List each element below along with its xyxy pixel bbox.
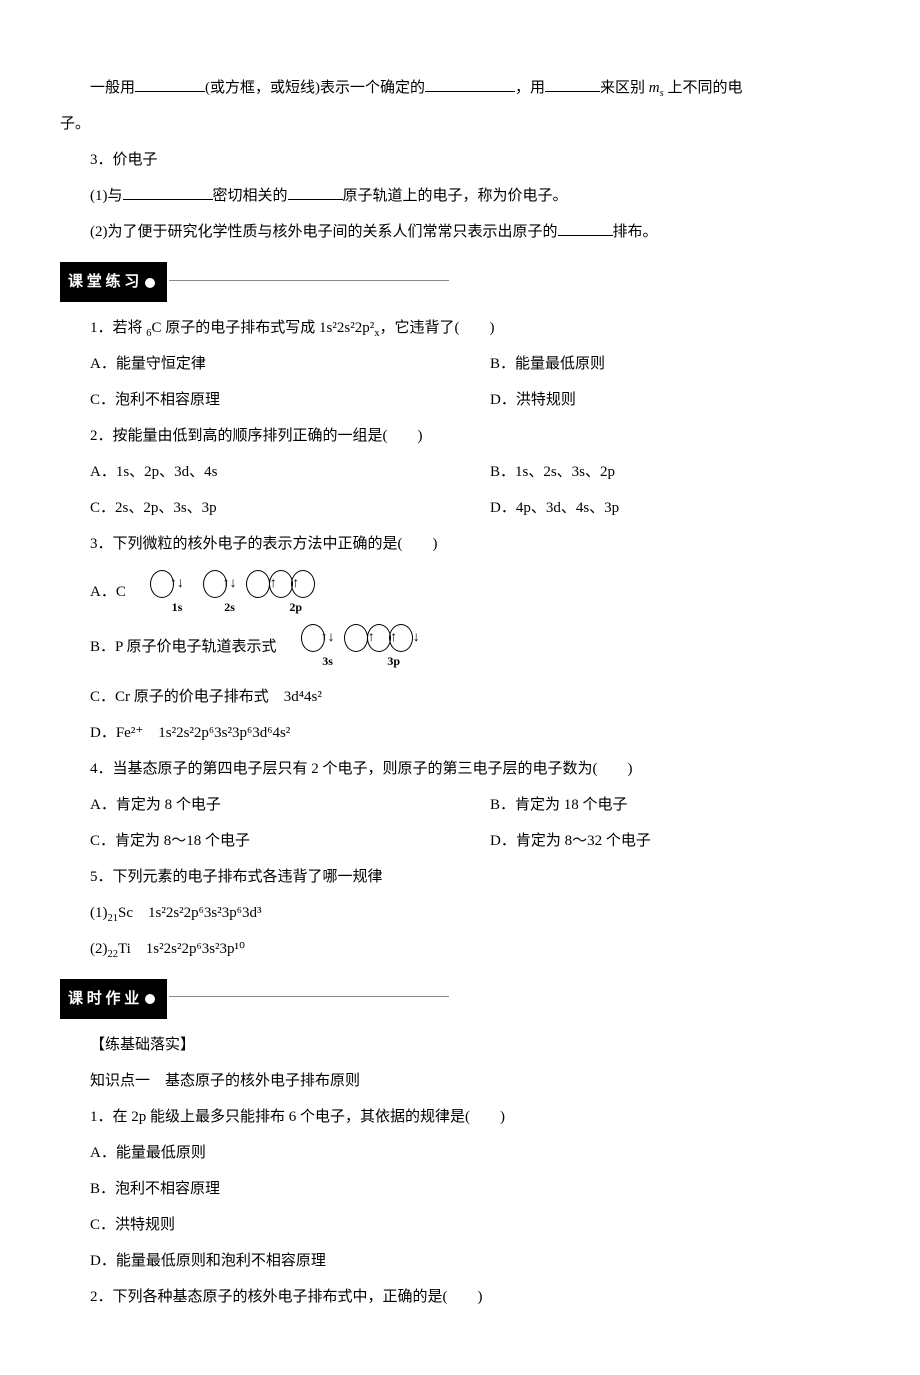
symbol-ms: ms [649, 80, 664, 96]
subscript: 21 [108, 913, 119, 924]
section-practice-header: 课 堂 练 习 [60, 250, 860, 310]
homework-q1-stem: 1．在 2p 能级上最多只能排布 6 个电子，其依据的规律是( ) [60, 1099, 860, 1135]
practice-q3-stem: 3．下列微粒的核外电子的表示方法中正确的是( ) [60, 526, 860, 562]
practice-q4-stem: 4．当基态原子的第四电子层只有 2 个电子，则原子的第三电子层的电子数为( ) [60, 751, 860, 787]
practice-q3-optA: A．C ↑↓ 1s ↑↓ 2s ↑ ↑ 2p [60, 570, 860, 614]
text: Sc 1s²2s²2p⁶3s²3p⁶3d³ [118, 905, 261, 921]
homework-q1-optB: B．泡利不相容原理 [60, 1171, 860, 1207]
text: (2)为了便于研究化学性质与核外电子间的关系人们常常只表示出原子的 [90, 224, 558, 240]
text: (1) [90, 905, 108, 921]
text: ，它违背了( ) [379, 320, 494, 336]
practice-q5-sub2: (2)22Ti 1s²2s²2p⁶3s²3p¹⁰ [60, 931, 860, 967]
option-a: A．肯定为 8 个电子 [60, 787, 460, 823]
text: (或方框，或短线)表示一个确定的 [205, 80, 425, 96]
subscript: 22 [108, 949, 119, 960]
homework-q1-optC: C．洪特规则 [60, 1207, 860, 1243]
blank [545, 75, 600, 93]
text: Ti 1s²2s²2p⁶3s²3p¹⁰ [118, 941, 245, 957]
text: (1)与 [90, 188, 123, 204]
orbital-label: 3s [292, 654, 333, 668]
blank [135, 75, 205, 93]
orbital: ↑ [269, 570, 293, 598]
orbital: ↑↓ [203, 570, 227, 598]
item3-sub2: (2)为了便于研究化学性质与核外电子间的关系人们常常只表示出原子的 排布。 [60, 214, 860, 250]
blank [288, 183, 343, 201]
orbital-label: 2s [194, 600, 235, 614]
practice-q4-options-row2: C．肯定为 8～18 个电子 D．肯定为 8～32 个电子 [60, 823, 860, 859]
section-title: 课 时 作 业 [68, 991, 139, 1007]
orbital: ↓ [389, 624, 413, 652]
text: 1．若将 [90, 320, 146, 336]
practice-q1-options-row2: C．泡利不相容原理 D．洪特规则 [60, 382, 860, 418]
practice-q3-optC: C．Cr 原子的价电子排布式 3d⁴4s² [60, 679, 860, 715]
homework-kp1-title: 知识点一 基态原子的核外电子排布原则 [60, 1063, 860, 1099]
text: (2) [90, 941, 108, 957]
text: 上不同的电 [667, 80, 742, 96]
text: 密切相关的 [213, 188, 288, 204]
text: 排布。 [613, 224, 658, 240]
circle-icon [145, 994, 155, 1004]
option-c: C．2s、2p、3s、3p [60, 490, 460, 526]
option-d: D．肯定为 8～32 个电子 [460, 823, 860, 859]
blank [558, 219, 613, 237]
orbital-label: 2p [259, 600, 302, 614]
option-d: D．洪特规则 [460, 382, 860, 418]
text: 来区别 [600, 80, 645, 96]
option-b: B．1s、2s、3s、2p [460, 454, 860, 490]
option-c: C．肯定为 8～18 个电子 [60, 823, 460, 859]
option-a: A．1s、2p、3d、4s [60, 454, 460, 490]
practice-q2-options-row1: A．1s、2p、3d、4s B．1s、2s、3s、2p [60, 454, 860, 490]
blank [425, 75, 515, 93]
practice-q2-options-row2: C．2s、2p、3s、3p D．4p、3d、4s、3p [60, 490, 860, 526]
option-a-label: A．C [90, 584, 126, 600]
divider-line [169, 996, 449, 997]
item3-sub1: (1)与 密切相关的 原子轨道上的电子，称为价电子。 [60, 178, 860, 214]
orbital: ↑↓ [301, 624, 325, 652]
practice-q3-optD: D．Fe²⁺ 1s²2s²2p⁶3s²3p⁶3d⁶4s² [60, 715, 860, 751]
circle-icon [145, 278, 155, 288]
practice-q3-optB: B．P 原子价电子轨道表示式 ↑↓ 3s ↑ ↑ ↓ 3p [60, 624, 860, 668]
orbital-label: 3p [357, 654, 400, 668]
homework-q1-optA: A．能量最低原则 [60, 1135, 860, 1171]
practice-q1-stem: 1．若将 6C 原子的电子排布式写成 1s²2s²2p²x，它违背了( ) [60, 310, 860, 346]
intro-line1: 一般用 (或方框，或短线)表示一个确定的 ，用 来区别 ms 上不同的电 [60, 70, 860, 106]
practice-q1-options-row1: A．能量守恒定律 B．能量最低原则 [60, 346, 860, 382]
practice-q5-stem: 5．下列元素的电子排布式各违背了哪一规律 [60, 859, 860, 895]
option-b-label: B．P 原子价电子轨道表示式 [90, 639, 277, 655]
homework-q2-stem: 2．下列各种基态原子的核外电子排布式中，正确的是( ) [60, 1279, 860, 1315]
option-b: B．肯定为 18 个电子 [460, 787, 860, 823]
divider-line [169, 280, 449, 281]
homework-bracket-title: 【练基础落实】 [60, 1027, 860, 1063]
practice-q5-sub1: (1)21Sc 1s²2s²2p⁶3s²3p⁶3d³ [60, 895, 860, 931]
practice-q2-stem: 2．按能量由低到高的顺序排列正确的一组是( ) [60, 418, 860, 454]
section-homework-header: 课 时 作 业 [60, 967, 860, 1027]
item3-title: 3．价电子 [60, 142, 860, 178]
intro-line2: 子。 [60, 106, 860, 142]
homework-q1-optD: D．能量最低原则和泡利不相容原理 [60, 1243, 860, 1279]
orbital-label: 1s [142, 600, 183, 614]
text: C 原子的电子排布式写成 1s²2s²2p² [152, 320, 375, 336]
text: ，用 [515, 80, 545, 96]
orbital: ↑↓ [150, 570, 174, 598]
text: 一般用 [90, 80, 135, 96]
orbital [291, 570, 315, 598]
option-b: B．能量最低原则 [460, 346, 860, 382]
orbital-diagram-a: ↑↓ 1s ↑↓ 2s ↑ ↑ 2p [136, 570, 321, 614]
practice-q4-options-row1: A．肯定为 8 个电子 B．肯定为 18 个电子 [60, 787, 860, 823]
option-d: D．4p、3d、4s、3p [460, 490, 860, 526]
option-a: A．能量守恒定律 [60, 346, 460, 382]
text: 原子轨道上的电子，称为价电子。 [343, 188, 568, 204]
option-c: C．泡利不相容原理 [60, 382, 460, 418]
section-title: 课 堂 练 习 [68, 274, 139, 290]
blank [123, 183, 213, 201]
orbital-diagram-b: ↑↓ 3s ↑ ↑ ↓ 3p [286, 624, 418, 668]
